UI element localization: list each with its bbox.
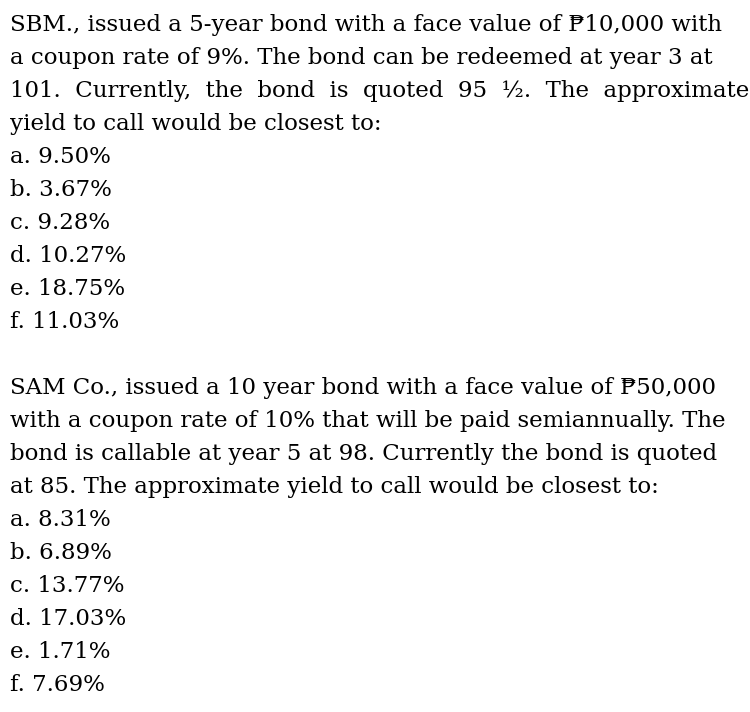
Text: d. 17.03%: d. 17.03%	[10, 608, 126, 630]
Text: at 85. The approximate yield to call would be closest to:: at 85. The approximate yield to call wou…	[10, 476, 658, 498]
Text: c. 9.28%: c. 9.28%	[10, 212, 110, 234]
Text: SAM Co., issued a 10 year bond with a face value of ₱50,000: SAM Co., issued a 10 year bond with a fa…	[10, 377, 716, 399]
Text: f. 11.03%: f. 11.03%	[10, 311, 119, 333]
Text: d. 10.27%: d. 10.27%	[10, 245, 126, 267]
Text: SBM., issued a 5-year bond with a face value of ₱10,000 with: SBM., issued a 5-year bond with a face v…	[10, 14, 722, 36]
Text: a. 8.31%: a. 8.31%	[10, 509, 111, 531]
Text: a. 9.50%: a. 9.50%	[10, 146, 111, 168]
Text: a coupon rate of 9%. The bond can be redeemed at year 3 at: a coupon rate of 9%. The bond can be red…	[10, 47, 712, 69]
Text: with a coupon rate of 10% that will be paid semiannually. The: with a coupon rate of 10% that will be p…	[10, 410, 725, 432]
Text: f. 7.69%: f. 7.69%	[10, 674, 105, 696]
Text: 101.  Currently,  the  bond  is  quoted  95  ½.  The  approximate: 101. Currently, the bond is quoted 95 ½.…	[10, 80, 749, 102]
Text: e. 18.75%: e. 18.75%	[10, 278, 125, 300]
Text: yield to call would be closest to:: yield to call would be closest to:	[10, 113, 382, 135]
Text: bond is callable at year 5 at 98. Currently the bond is quoted: bond is callable at year 5 at 98. Curren…	[10, 443, 717, 465]
Text: c. 13.77%: c. 13.77%	[10, 575, 124, 597]
Text: b. 6.89%: b. 6.89%	[10, 542, 112, 564]
Text: e. 1.71%: e. 1.71%	[10, 641, 110, 663]
Text: b. 3.67%: b. 3.67%	[10, 179, 112, 201]
